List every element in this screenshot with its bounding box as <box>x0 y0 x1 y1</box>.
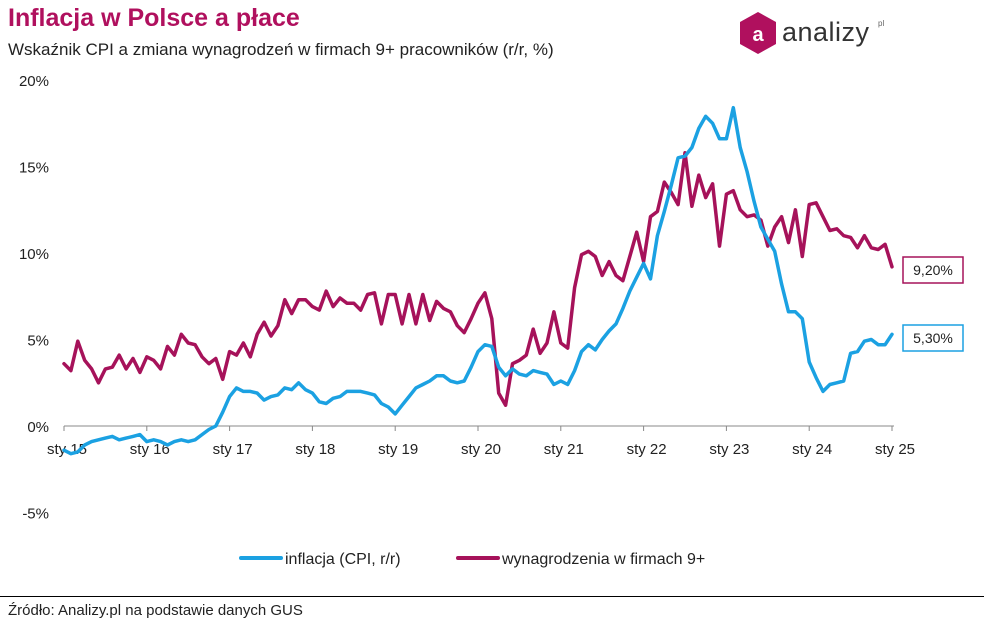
x-tick-label: sty 21 <box>544 441 584 458</box>
x-tick-label: sty 20 <box>461 441 501 458</box>
x-tick-label: sty 22 <box>627 441 667 458</box>
analizy-logo-icon: a <box>740 12 776 54</box>
end-value-labels: 5,30% 9,20% <box>902 256 964 352</box>
x-tick-label: sty 19 <box>378 441 418 458</box>
x-axis-tick-marks <box>63 426 893 431</box>
y-tick-label: -5% <box>22 506 49 523</box>
chart-title: Inflacja w Polsce a płace <box>8 4 300 32</box>
series-lines <box>62 105 894 456</box>
x-tick-label: sty 16 <box>130 441 170 458</box>
line-chart: 20%15%10%5%0%-5% sty 15 sty 16 sty 17 sty 1… <box>19 73 964 568</box>
logo-text: analizy <box>782 17 870 47</box>
series-line-0 <box>62 105 894 456</box>
analizy-logo[interactable]: a analizy pl <box>736 10 896 58</box>
end-value-label: 5,30% <box>913 330 953 346</box>
end-label-box <box>902 256 964 284</box>
y-tick-label: 20% <box>19 73 49 90</box>
logo-icon-letter: a <box>752 24 764 46</box>
x-axis-tick-labels: sty 15 sty 16 sty 17 sty 18 sty 19 sty 20 sty … <box>47 441 915 458</box>
legend-label: inflacja (CPI, r/r) <box>285 551 401 568</box>
footer-divider <box>0 596 984 597</box>
legend: inflacja (CPI, r/r) wynagrodzenia w firma… <box>239 551 705 568</box>
x-tick-label: sty 18 <box>295 441 335 458</box>
y-tick-label: 15% <box>19 160 49 177</box>
chart-subtitle: Wskaźnik CPI a zmiana wynagrodzeń w firm… <box>8 40 554 59</box>
x-tick-label: sty 25 <box>875 441 915 458</box>
legend-label: wynagrodzenia w firmach 9+ <box>501 551 705 568</box>
y-axis-ticks: 20% 15% 10% 5% 0% -5% <box>19 73 49 523</box>
y-tick-label: 5% <box>27 333 49 350</box>
logo-superscript: pl <box>878 19 885 28</box>
series-line-1 <box>62 150 894 407</box>
end-label-box <box>902 324 964 352</box>
y-tick-label: 10% <box>19 246 49 263</box>
end-value-label: 9,20% <box>913 262 953 278</box>
y-tick-label: 0% <box>27 419 49 436</box>
x-tick-label: sty 24 <box>792 441 832 458</box>
source-note: Źródło: Analizy.pl na podstawie danych G… <box>8 602 303 619</box>
x-tick-label: sty 23 <box>709 441 749 458</box>
x-tick-label: sty 17 <box>213 441 253 458</box>
